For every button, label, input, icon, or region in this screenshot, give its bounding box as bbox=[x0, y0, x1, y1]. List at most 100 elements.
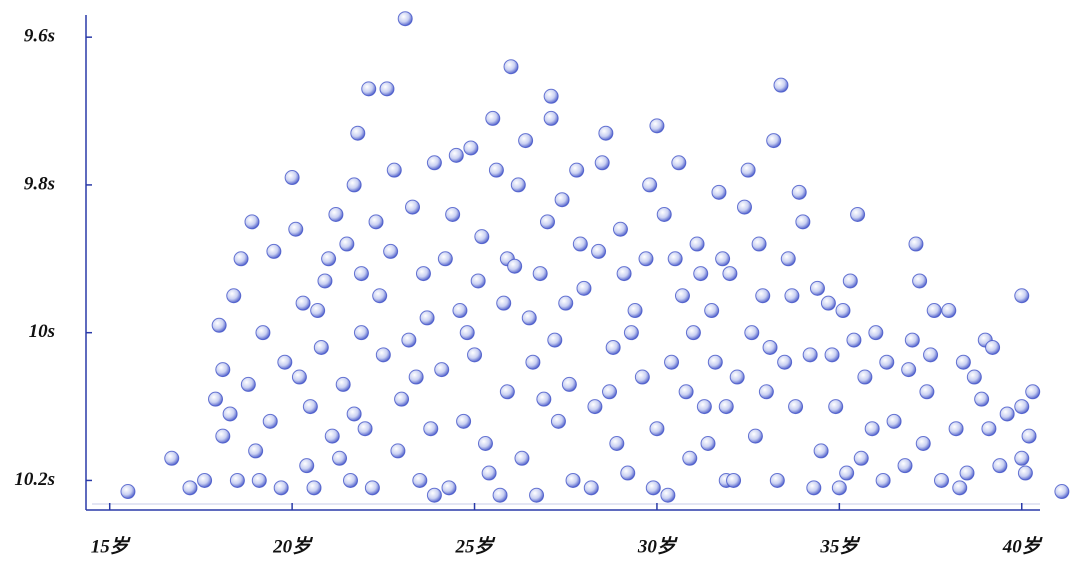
point bbox=[948, 421, 964, 437]
point bbox=[353, 266, 369, 282]
point bbox=[284, 170, 300, 186]
point bbox=[547, 332, 563, 348]
point bbox=[550, 413, 566, 429]
point bbox=[383, 243, 399, 259]
point bbox=[255, 325, 271, 341]
point bbox=[529, 487, 545, 503]
point bbox=[514, 450, 530, 466]
point bbox=[1025, 384, 1041, 400]
point bbox=[474, 229, 490, 245]
point bbox=[539, 214, 555, 230]
point bbox=[802, 347, 818, 363]
point bbox=[215, 362, 231, 378]
point bbox=[747, 428, 763, 444]
point bbox=[561, 376, 577, 392]
point bbox=[182, 480, 198, 496]
point bbox=[321, 251, 337, 267]
point bbox=[729, 369, 745, 385]
point bbox=[722, 266, 738, 282]
point bbox=[1054, 484, 1070, 500]
point bbox=[828, 399, 844, 415]
point bbox=[434, 362, 450, 378]
point bbox=[459, 325, 475, 341]
point bbox=[419, 310, 435, 326]
point bbox=[806, 480, 822, 496]
point bbox=[879, 354, 895, 370]
point bbox=[839, 465, 855, 481]
point bbox=[769, 472, 785, 488]
point bbox=[627, 303, 643, 319]
point bbox=[299, 458, 315, 474]
point bbox=[518, 133, 534, 149]
point bbox=[667, 251, 683, 267]
point bbox=[368, 214, 384, 230]
point bbox=[638, 251, 654, 267]
point bbox=[868, 325, 884, 341]
point bbox=[558, 295, 574, 311]
point bbox=[875, 472, 891, 488]
point bbox=[693, 266, 709, 282]
point bbox=[244, 214, 260, 230]
point bbox=[412, 472, 428, 488]
point bbox=[375, 347, 391, 363]
point bbox=[525, 354, 541, 370]
point bbox=[277, 354, 293, 370]
point bbox=[536, 391, 552, 407]
y-tick-label: 9.6s bbox=[24, 26, 55, 47]
point bbox=[901, 362, 917, 378]
point bbox=[306, 480, 322, 496]
point bbox=[251, 472, 267, 488]
point bbox=[642, 177, 658, 193]
point bbox=[587, 399, 603, 415]
point bbox=[649, 421, 665, 437]
point bbox=[766, 133, 782, 149]
point bbox=[332, 450, 348, 466]
point bbox=[1014, 450, 1030, 466]
point bbox=[448, 147, 464, 163]
point bbox=[379, 81, 395, 97]
point bbox=[357, 421, 373, 437]
point bbox=[423, 421, 439, 437]
point bbox=[711, 184, 727, 200]
point bbox=[594, 155, 610, 171]
point bbox=[715, 251, 731, 267]
point bbox=[959, 465, 975, 481]
point bbox=[324, 428, 340, 444]
point bbox=[678, 384, 694, 400]
point bbox=[415, 266, 431, 282]
point bbox=[583, 480, 599, 496]
point bbox=[660, 487, 676, 503]
point bbox=[401, 332, 417, 348]
point bbox=[441, 480, 457, 496]
point bbox=[598, 125, 614, 141]
y-tick-label: 10.2s bbox=[14, 469, 55, 490]
point bbox=[1014, 288, 1030, 304]
point bbox=[842, 273, 858, 289]
point bbox=[233, 251, 249, 267]
point bbox=[685, 325, 701, 341]
point bbox=[809, 280, 825, 296]
point bbox=[397, 11, 413, 27]
point bbox=[620, 465, 636, 481]
point bbox=[346, 177, 362, 193]
point bbox=[955, 354, 971, 370]
y-tick-label: 9.8s bbox=[24, 173, 55, 194]
point bbox=[923, 347, 939, 363]
x-tick-label: 30岁 bbox=[637, 535, 678, 557]
point bbox=[820, 295, 836, 311]
point bbox=[740, 162, 756, 178]
point bbox=[795, 214, 811, 230]
point bbox=[616, 266, 632, 282]
point bbox=[671, 155, 687, 171]
point bbox=[999, 406, 1015, 422]
point bbox=[919, 384, 935, 400]
point bbox=[744, 325, 760, 341]
point bbox=[609, 436, 625, 452]
point bbox=[426, 487, 442, 503]
point bbox=[543, 88, 559, 104]
point bbox=[645, 480, 661, 496]
x-tick-label: 15岁 bbox=[91, 535, 131, 557]
point bbox=[437, 251, 453, 267]
point bbox=[346, 406, 362, 422]
